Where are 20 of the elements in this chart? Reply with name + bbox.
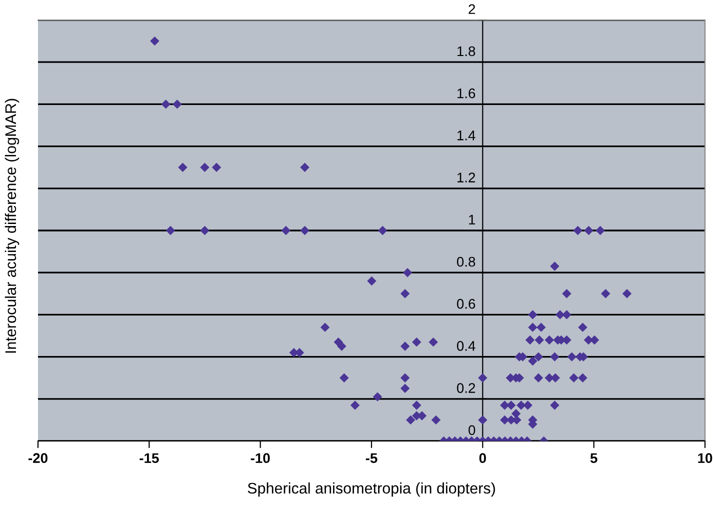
x-tick-label: 5	[590, 453, 598, 464]
y-tick-label: 0.2	[456, 383, 476, 393]
y-tick-label: 0.4	[456, 341, 476, 351]
y-tick-label: 1.8	[457, 46, 476, 56]
y-tick-label: 0.6	[456, 298, 476, 309]
x-tick-label: -15	[140, 453, 159, 464]
x-tick-label: 0	[479, 453, 486, 464]
x-tick-label: 10	[698, 453, 712, 464]
y-tick-label: 0.8	[456, 256, 476, 267]
y-axis-title: Interocular acuity difference (logMAR)	[4, 98, 20, 353]
y-tick-label: 1	[469, 214, 476, 224]
x-axis-title: Spherical anisometropia (in diopters)	[248, 482, 495, 497]
y-tick-label: 1.2	[457, 172, 476, 182]
x-tick-label: -10	[250, 453, 270, 464]
x-tick-label: -5	[366, 453, 378, 464]
y-tick-label: 0	[468, 425, 476, 436]
y-tick-label: 1.4	[457, 130, 476, 140]
x-tick-label: -20	[28, 453, 48, 464]
y-tick-label: 1.6	[457, 88, 476, 98]
y-tick-label: 2	[468, 4, 476, 14]
